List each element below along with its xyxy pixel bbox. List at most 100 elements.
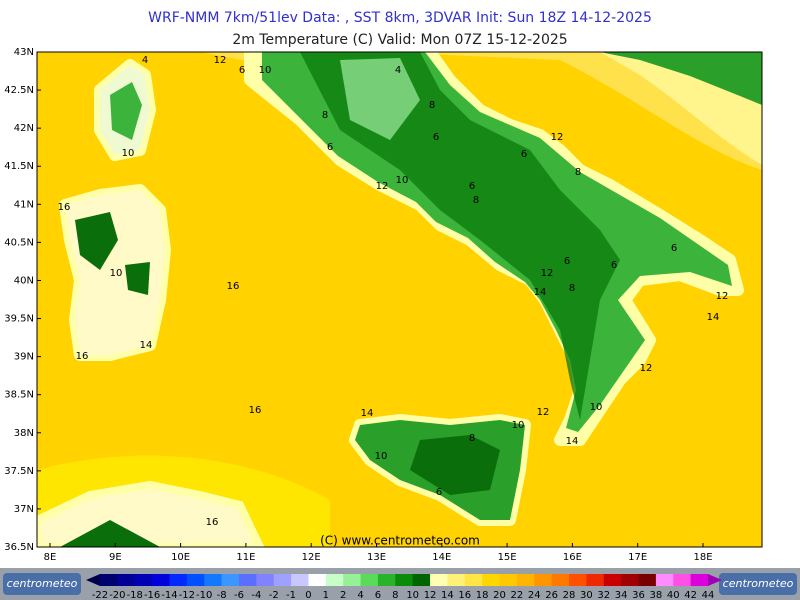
colorbar-swatch [395,574,414,586]
contour-label: 10 [590,402,603,413]
colorbar-swatch [377,574,396,586]
lat-label: 41.5N [4,161,34,172]
lon-label: 18E [693,552,712,563]
sardinia-highlands [75,212,150,295]
contour-label: 12 [541,268,554,279]
land-mountains [300,52,620,420]
lat-label: 40N [14,275,34,286]
contour-label: 16 [227,281,240,292]
colorbar-swatch [169,574,188,586]
colorbar-label: -2 [269,590,279,600]
contour-label: 10 [375,451,388,462]
colorbar-label: 1 [323,590,329,600]
logo-right-box [719,573,797,595]
colorbar-label: -4 [251,590,261,600]
colorbar-swatch [343,574,362,586]
colorbar-swatch [256,574,275,586]
colorbar-swatch [412,574,431,586]
lon-label: 17E [628,552,647,563]
colorbar-label: 10 [406,590,419,600]
lon-label: 9E [109,552,122,563]
colorbar-label: 36 [632,590,645,600]
contour-label: 6 [564,256,570,267]
colorbar-label: -22 [92,590,108,600]
contour-label: 14 [566,436,579,447]
colorbar-swatch [603,574,622,586]
colorbar-label: -18 [127,590,143,600]
map-title: WRF-NMM 7km/51lev Data: , SST 8km, 3DVAR… [148,10,652,26]
lon-label: 8E [44,552,57,563]
contour-label: 8 [575,167,581,178]
colorbar-label: -6 [234,590,244,600]
colorbar-label: -1 [286,590,296,600]
colorbar-swatch [586,574,605,586]
colorbar-high-arrow [708,574,722,586]
logo-left-box [3,573,81,595]
lon-label: 10E [171,552,190,563]
contour-label: 6 [433,132,439,143]
contour-label: 6 [469,181,475,192]
colorbar-swatch [152,574,170,586]
colorbar-swatch [430,574,448,586]
colorbar-swatch [186,574,205,586]
colorbar-label: -14 [161,590,177,600]
contour-label: 14 [361,408,374,419]
lon-label: 13E [367,552,386,563]
colorbar-swatch [534,574,553,586]
colorbar-swatch [464,574,483,586]
colorbar-swatch [238,574,257,586]
land-high [340,58,420,140]
colorbar-swatch [308,574,327,586]
colorbar-label: 12 [424,590,437,600]
colorbar-swatch [655,574,674,586]
contour-label: 16 [206,517,219,528]
contour-label: 6 [521,149,527,160]
lat-label: 43N [14,47,34,58]
colorbar-swatch [447,574,466,586]
contour-label: 6 [327,142,333,153]
contour-label: 8 [473,195,479,206]
colorbar-swatch [221,574,240,586]
contour-label: 12 [537,407,550,418]
land-balkans [600,52,762,105]
lat-label: 38.5N [4,390,34,401]
contour-label: 6 [611,260,617,271]
colorbar-label: 4 [357,590,363,600]
contour-label: 14 [707,312,720,323]
colorbar-label: 42 [684,590,697,600]
contour-label: 10 [259,65,272,76]
colorbar-swatch [673,574,692,586]
colorbar-label: 22 [511,590,524,600]
contour-label: 10 [396,175,409,186]
colorbar-label: -20 [109,590,125,600]
lon-label: 14E [432,552,451,563]
lon-label: 16E [563,552,582,563]
colorbar-swatch [551,574,570,586]
colorbar-label: -16 [144,590,160,600]
map-frame [36,51,763,548]
colorbar-swatch [569,574,587,586]
colorbar-label: 2 [340,590,346,600]
colorbar-label: 38 [650,590,663,600]
contour-label: 12 [214,55,227,66]
colorbar-swatch [360,574,379,586]
colorbar-swatch [100,574,118,586]
logo-right: centrometeo [723,577,794,590]
contour-label: 14 [534,287,547,298]
lat-label: 42N [14,123,34,134]
colorbar-swatch [499,574,518,586]
colorbar-label: 26 [545,590,558,600]
contour-label: 8 [322,110,328,121]
lon-label: 15E [498,552,517,563]
lat-label: 41N [14,199,34,210]
contour-label: 8 [569,283,575,294]
colorbar-swatch [482,574,501,586]
colorbar-label: 32 [597,590,610,600]
contour-label: 16 [76,351,89,362]
colorbar-label: 6 [375,590,381,600]
colorbar-label: 28 [563,590,576,600]
colorbar-label: -10 [196,590,212,600]
contour-label: 8 [469,433,475,444]
lat-label: 36.5N [4,542,34,553]
